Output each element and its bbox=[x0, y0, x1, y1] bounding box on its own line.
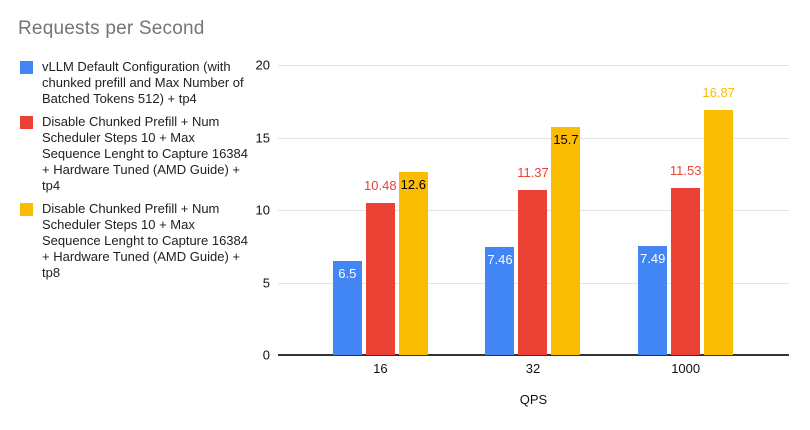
bar-series2-qps32[interactable]: 11.37 bbox=[517, 165, 549, 355]
bar-series3-qps1000[interactable]: 16.87 bbox=[702, 85, 735, 355]
legend-item-1[interactable]: vLLM Default Configuration (with chunked… bbox=[20, 59, 255, 107]
bar-value-label: 11.37 bbox=[517, 165, 549, 181]
y-tick-label-0: 0 bbox=[262, 347, 270, 363]
legend-item-2[interactable]: Disable Chunked Prefill + Num Scheduler … bbox=[20, 114, 255, 194]
x-tick-label-32: 32 bbox=[525, 361, 541, 376]
legend-item-label: Disable Chunked Prefill + Num Scheduler … bbox=[42, 114, 249, 193]
chart-title: Requests per Second bbox=[18, 18, 205, 39]
x-tick-label-16: 16 bbox=[373, 361, 388, 376]
bar-value-label: 16.87 bbox=[702, 85, 735, 101]
bar-value-label: 7.46 bbox=[487, 251, 513, 267]
y-tick-label-15: 15 bbox=[255, 130, 270, 145]
bar-series2-qps16[interactable]: 10.48 bbox=[364, 178, 397, 355]
bar-group-1000: 7.49 11.53 16.87 bbox=[609, 65, 762, 355]
bar-series3-qps32[interactable]: 15.7 bbox=[551, 127, 581, 355]
legend-item-3[interactable]: Disable Chunked Prefill + Num Scheduler … bbox=[20, 201, 255, 281]
x-axis-baseline bbox=[278, 354, 789, 356]
legend-swatch-icon bbox=[20, 61, 33, 74]
gridline-20 bbox=[278, 65, 789, 66]
x-axis-labels: 16 32 1000 bbox=[304, 361, 762, 376]
x-axis-title: QPS bbox=[519, 392, 548, 407]
bar-value-label: 12.6 bbox=[400, 177, 426, 193]
bar-group-32: 7.46 11.37 15.7 bbox=[457, 65, 610, 355]
bar-series2-qps1000[interactable]: 11.53 bbox=[670, 163, 701, 355]
legend-item-label: Disable Chunked Prefill + Num Scheduler … bbox=[42, 201, 249, 280]
gridline-15 bbox=[278, 137, 789, 139]
legend-item-label: vLLM Default Configuration (with chunked… bbox=[42, 59, 244, 106]
bar-value-label: 11.53 bbox=[669, 162, 702, 178]
y-tick-label-20: 20 bbox=[255, 57, 270, 73]
bar-value-label: 10.48 bbox=[364, 178, 397, 194]
bar-value-label: 15.7 bbox=[553, 132, 579, 148]
bar-series1-qps1000[interactable]: 7.49 bbox=[638, 246, 668, 355]
bar-value-label: 7.49 bbox=[640, 251, 666, 267]
y-axis-labels: 0 5 10 15 20 bbox=[228, 58, 270, 363]
plot-area: 6.5 10.48 12.6 7.46 11.37 15.7 7.49 11.53 16.87 bbox=[278, 65, 789, 356]
legend: vLLM Default Configuration (with chunked… bbox=[20, 59, 255, 281]
bar-groups: 6.5 10.48 12.6 7.46 11.37 15.7 7.49 11.53 16.87 bbox=[304, 65, 762, 355]
legend-swatch-icon bbox=[20, 203, 33, 216]
legend-swatch-icon bbox=[20, 116, 33, 129]
bar-series3-qps16[interactable]: 12.6 bbox=[398, 172, 428, 355]
x-tick-label-1000: 1000 bbox=[671, 361, 701, 376]
bar-value-label: 6.5 bbox=[338, 265, 357, 281]
y-tick-label-10: 10 bbox=[255, 202, 270, 218]
y-tick-label-5: 5 bbox=[262, 275, 270, 290]
bar-group-16: 6.5 10.48 12.6 bbox=[304, 65, 457, 355]
bar-series1-qps32[interactable]: 7.46 bbox=[485, 246, 515, 355]
bar-series1-qps16[interactable]: 6.5 bbox=[332, 260, 362, 355]
